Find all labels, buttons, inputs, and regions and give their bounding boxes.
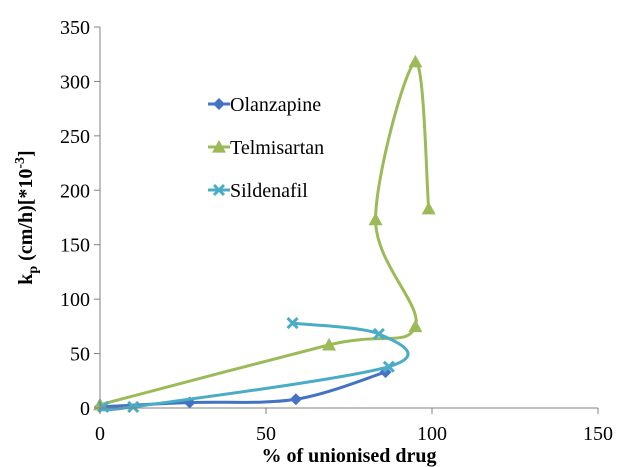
x-ticks: 0 50 100 150 (95, 408, 613, 445)
y-ticks: 0 50 100 150 200 250 300 350 (60, 17, 100, 420)
legend-item: Sildenafil (208, 180, 308, 202)
y-axis-title-rest: (cm/h)[*10 (15, 169, 37, 266)
y-tick-label: 250 (60, 126, 90, 148)
legend-item: Olanzapine (208, 94, 321, 116)
x-tick-label: 150 (583, 423, 613, 445)
x-axis-title: % of unionised drug (261, 445, 436, 467)
y-tick-label: 200 (60, 180, 90, 202)
data-point (286, 317, 299, 330)
y-axis-title-sub: p (26, 266, 41, 274)
legend: Olanzapine Telmisartan Sildenafil (208, 94, 324, 202)
legend-marker (212, 140, 226, 153)
series-line (100, 321, 410, 412)
y-axis-title-main: k (15, 273, 37, 285)
series-telmisartan (93, 54, 436, 411)
legend-label: Sildenafil (230, 180, 308, 202)
y-tick-label: 300 (60, 71, 90, 93)
data-point (372, 327, 385, 341)
data-point (368, 212, 383, 226)
data-point (382, 360, 395, 373)
y-axis-title-sup: -3 (13, 157, 28, 169)
y-axis-title-end: ] (15, 150, 37, 157)
x-tick-label: 0 (95, 423, 105, 445)
y-tick-label: 0 (80, 398, 90, 420)
y-axis-title: kp (cm/h)[*10-3] (13, 150, 41, 284)
x-tick-label: 100 (417, 423, 447, 445)
legend-marker (212, 183, 226, 197)
y-tick-label: 150 (60, 235, 90, 257)
y-tick-label: 350 (60, 17, 90, 39)
y-tick-label: 100 (60, 289, 90, 311)
data-point (421, 201, 436, 215)
legend-item: Telmisartan (208, 137, 324, 159)
x-tick-label: 50 (256, 423, 276, 445)
series-layer (93, 54, 436, 413)
y-tick-label: 50 (70, 344, 90, 366)
data-point (322, 337, 337, 351)
legend-marker (213, 98, 225, 110)
data-point (127, 400, 140, 413)
legend-label: Telmisartan (230, 137, 324, 159)
data-point (408, 54, 423, 68)
data-point (408, 319, 423, 332)
data-point (289, 393, 302, 406)
legend-label: Olanzapine (230, 94, 321, 116)
